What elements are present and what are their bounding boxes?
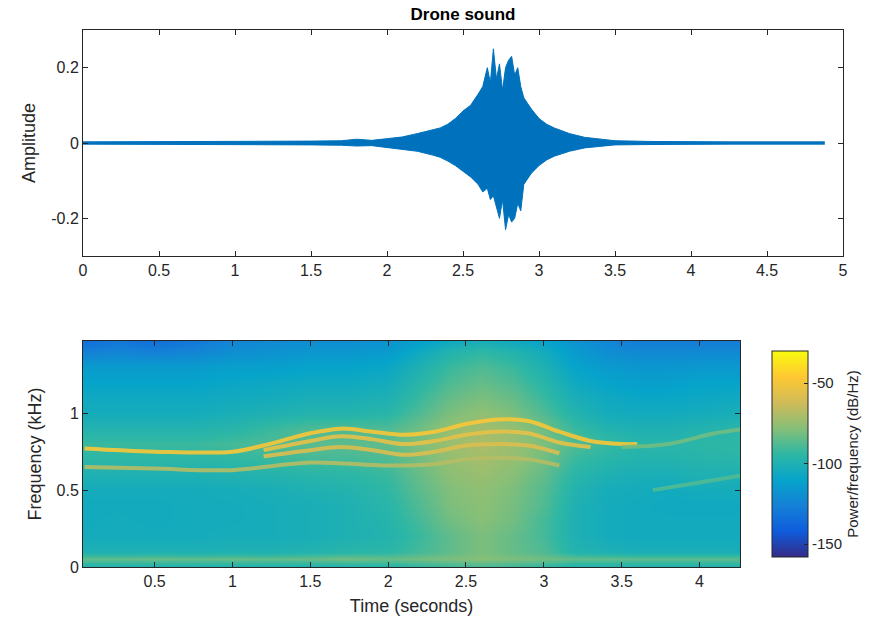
svg-text:4: 4 [687, 262, 696, 279]
svg-text:4.5: 4.5 [756, 262, 778, 279]
svg-text:Drone sound: Drone sound [411, 5, 516, 24]
svg-text:Time (seconds): Time (seconds) [350, 596, 473, 616]
svg-text:3.5: 3.5 [604, 262, 626, 279]
svg-text:0.5: 0.5 [57, 482, 79, 499]
svg-text:3: 3 [535, 262, 544, 279]
svg-text:2: 2 [384, 573, 393, 590]
svg-text:-150: -150 [812, 535, 842, 552]
svg-text:4: 4 [695, 573, 704, 590]
svg-text:Power/frequency (dB/Hz): Power/frequency (dB/Hz) [844, 370, 861, 538]
svg-text:0.2: 0.2 [57, 59, 79, 76]
svg-text:2: 2 [383, 262, 392, 279]
svg-text:3: 3 [539, 573, 548, 590]
svg-text:-50: -50 [812, 374, 834, 391]
svg-text:0: 0 [70, 135, 79, 152]
svg-text:5: 5 [839, 262, 848, 279]
svg-text:Frequency (kHz): Frequency (kHz) [25, 387, 45, 520]
svg-text:2.5: 2.5 [455, 573, 477, 590]
svg-text:1.5: 1.5 [300, 262, 322, 279]
svg-text:1: 1 [231, 262, 240, 279]
svg-text:0.5: 0.5 [148, 262, 170, 279]
svg-text:1.5: 1.5 [299, 573, 321, 590]
svg-text:3.5: 3.5 [611, 573, 633, 590]
svg-text:0: 0 [70, 559, 79, 576]
svg-text:-100: -100 [812, 455, 842, 472]
svg-text:-0.2: -0.2 [51, 210, 79, 227]
svg-text:0: 0 [79, 262, 88, 279]
svg-text:2.5: 2.5 [452, 262, 474, 279]
svg-text:Amplitude: Amplitude [19, 103, 39, 183]
svg-text:1: 1 [70, 405, 79, 422]
svg-text:0.5: 0.5 [143, 573, 165, 590]
svg-text:1: 1 [228, 573, 237, 590]
